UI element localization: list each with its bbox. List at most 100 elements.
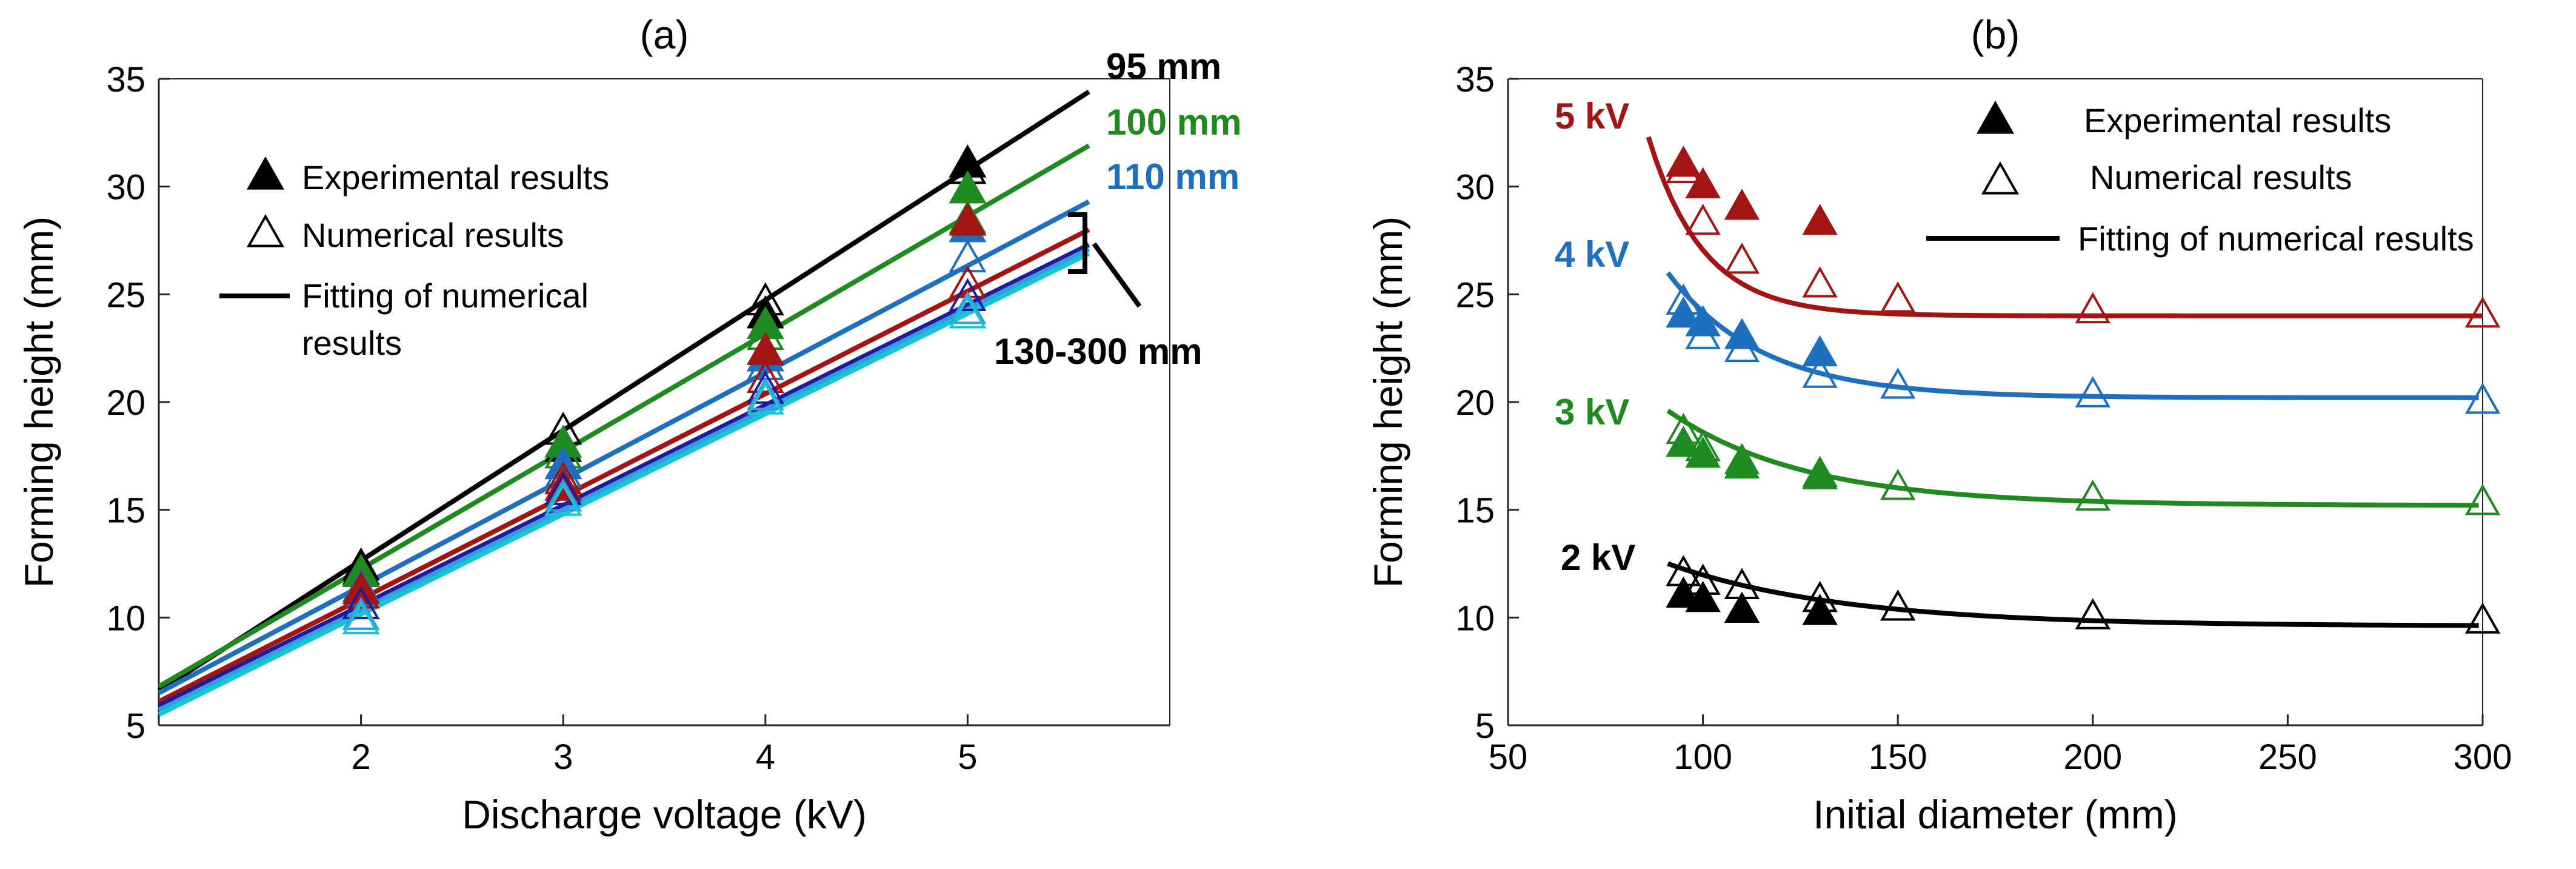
fit-line-110-mm [158,200,1090,696]
fit-curve-3-kV [1666,408,2479,508]
experimental-marker [1724,591,1760,623]
panel-a-y-tick-label: 5 [126,706,145,746]
legend-experimental-marker [1976,100,2015,134]
annotation-110mm: 110 mm [1106,156,1240,197]
numerical-marker [2464,382,2501,414]
experimental-marker [949,170,987,204]
panel-b-y-tick-label: 25 [1455,275,1495,315]
legend-experimental-label: Experimental results [302,158,609,196]
annotation-100mm: 100 mm [1106,102,1241,143]
panel-a-y-tick-label: 35 [106,60,145,99]
experimental-marker [1685,305,1721,337]
numerical-marker [1880,281,1916,313]
numerical-marker [746,360,784,394]
annotation-130-300mm: 130-300 mm [994,331,1203,372]
panel-b-plot [1646,136,2501,634]
numerical-marker [1880,589,1916,621]
panel-b-x-tick-label: 50 [1489,737,1528,777]
numerical-marker [2075,598,2111,629]
panel-a-plot [157,89,1090,717]
panel-b-panel-label: (b) [1971,12,2020,57]
legend-fit-label: Fitting of numerical [302,277,589,315]
numerical-marker [342,601,380,635]
fit-line-150-mm [158,243,1090,708]
fit-line-100-mm [157,143,1090,689]
experimental-marker [1802,335,1838,367]
legend-numerical-label: Numerical results [2090,158,2352,196]
numerical-marker [1685,204,1721,235]
numerical-marker [949,239,987,273]
panel-a-x-axis-label: Discharge voltage (kV) [462,792,867,837]
panel-b-y-tick-label: 35 [1455,60,1495,99]
experimental-marker [1685,580,1721,612]
annotation-pointer [1092,242,1142,308]
series-label-4-kV: 4 kV [1555,234,1629,275]
panel-b-y-tick-label: 10 [1455,599,1495,638]
panel-b-x-tick-label: 150 [1869,737,1927,777]
numerical-marker [1802,357,1838,388]
panel-b-x-tick-label: 200 [2063,737,2122,777]
panel-b-x-axis-label: Initial diameter (mm) [1813,792,2177,837]
panel-a-x-tick-label: 3 [553,737,573,777]
panel-a-y-tick-label: 25 [106,275,145,315]
panel-a-x-tick-label: 5 [958,737,977,777]
series-label-3-kV: 3 kV [1555,392,1629,432]
experimental-marker [746,332,784,365]
panel-a-x-tick-label: 2 [351,737,370,777]
experimental-marker [1802,594,1838,625]
legend-experimental-label: Experimental results [2084,101,2391,139]
panel-a-x-tick-label: 4 [756,737,775,777]
numerical-marker [544,472,582,505]
numerical-marker [949,278,987,312]
experimental-marker [1666,296,1701,328]
panel-b-x-tick-label: 250 [2258,737,2317,777]
numerical-marker [544,482,582,516]
numerical-marker [746,377,784,411]
experimental-marker [1666,426,1701,457]
legend-numerical-marker [1981,161,2020,195]
legend-fit-label: Fitting of numerical results [2078,220,2474,258]
numerical-marker [2464,602,2501,634]
annotation-95mm: 95 mm [1106,46,1221,87]
experimental-marker [1666,146,1701,177]
legend-numerical-marker [246,213,285,247]
numerical-marker [342,597,380,630]
numerical-marker [1802,266,1838,298]
panel-b-y-tick-label: 20 [1455,383,1495,423]
experimental-marker [1802,204,1838,235]
numerical-marker [2075,479,2111,511]
panel-b-y-tick-label: 5 [1475,706,1495,746]
series-label-2-kV: 2 kV [1561,537,1635,578]
experimental-marker [1724,189,1760,220]
numerical-marker [1880,367,1916,399]
numerical-marker [1880,469,1916,500]
numerical-marker [2464,296,2501,328]
fit-curve-5-kV [1646,136,2483,318]
fit-line-300-mm [158,251,1090,717]
panel-a-panel-label: (a) [640,12,689,57]
fit-line-95-mm [157,89,1090,693]
numerical-marker [544,478,582,512]
panel-a-y-tick-label: 10 [106,599,145,638]
fit-line-200-mm [158,247,1090,713]
numerical-marker [2075,376,2111,408]
experimental-marker [1724,318,1760,349]
panel-a-y-tick-label: 30 [106,168,145,207]
fit-curve-4-kV [1666,271,2479,400]
panel-b-y-tick-label: 30 [1455,168,1495,207]
series-label-5-kV: 5 kV [1555,96,1629,136]
panel-a-y-axis-label: Forming height (mm) [16,216,61,588]
experimental-marker [949,203,987,236]
panel-b-x-tick-label: 100 [1673,737,1732,777]
panel-a-y-tick-label: 20 [106,383,145,423]
numerical-marker [746,381,784,415]
legend-experimental-marker [246,156,285,190]
panel-b-x-tick-label: 300 [2454,737,2512,777]
annotation-bracket [1068,212,1087,274]
experimental-marker [1685,436,1721,468]
legend-fit-label-line2: results [302,324,402,362]
panel-b-y-axis-label: Forming height (mm) [1366,216,1410,588]
fit-curve-2-kV [1667,561,2479,628]
numerical-marker [746,371,784,404]
